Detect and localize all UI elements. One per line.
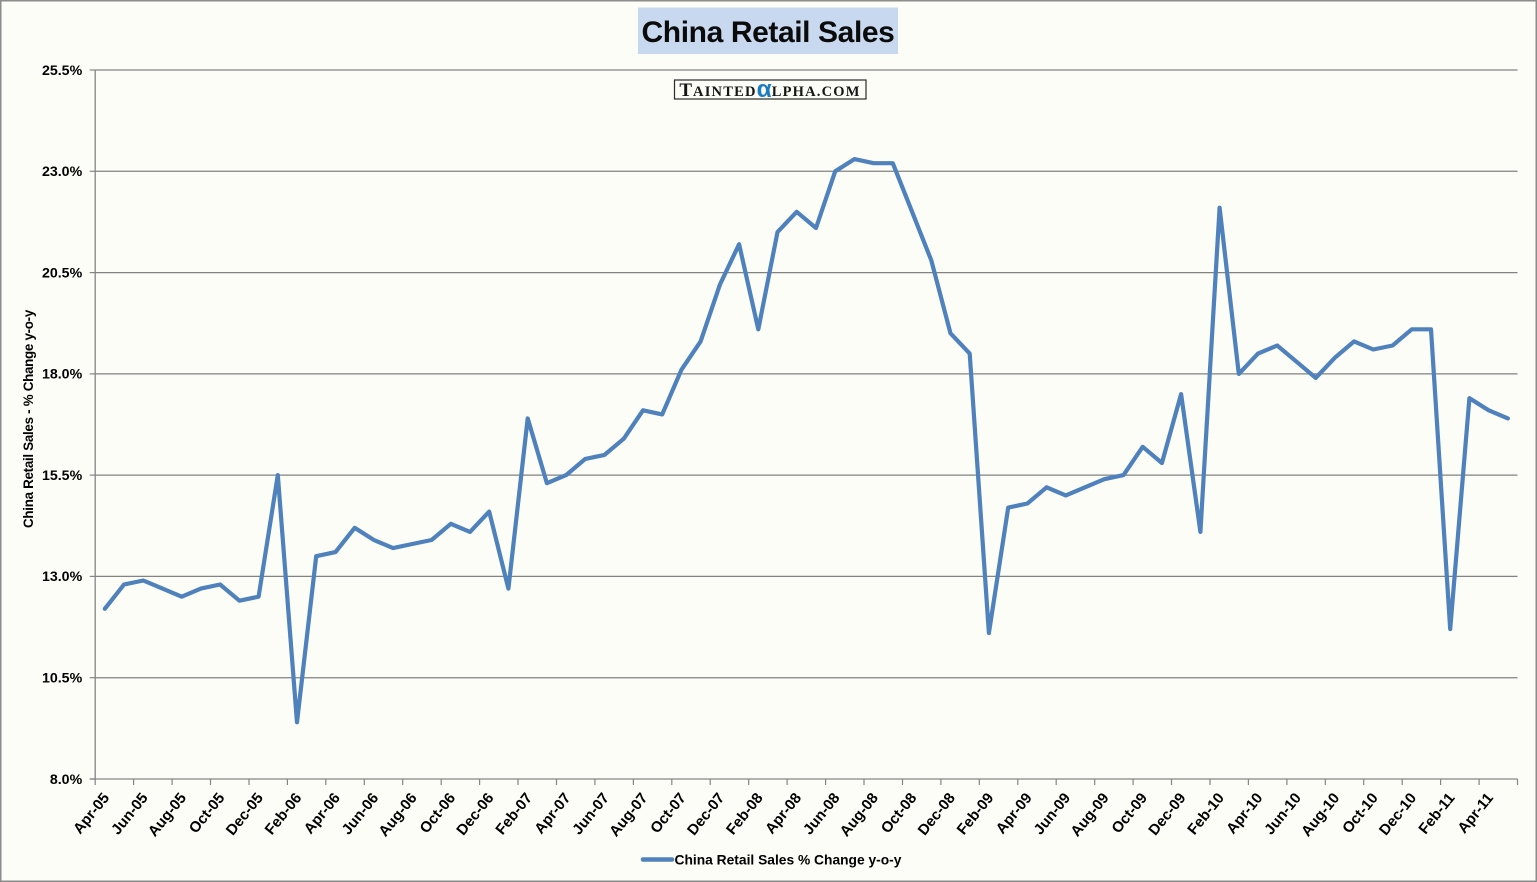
svg-text:20.5%: 20.5% <box>42 265 83 281</box>
svg-text:15.5%: 15.5% <box>42 468 83 484</box>
svg-text:China Retail Sales: China Retail Sales <box>642 16 895 49</box>
svg-text:China Retail Sales - % Change: China Retail Sales - % Change y-o-y <box>21 309 36 528</box>
svg-text:25.5%: 25.5% <box>42 63 83 79</box>
svg-text:10.5%: 10.5% <box>42 671 83 687</box>
svg-text:23.0%: 23.0% <box>42 164 83 180</box>
svg-text:China Retail Sales % Change y-: China Retail Sales % Change y-o-y <box>675 853 902 868</box>
svg-text:13.0%: 13.0% <box>42 569 83 585</box>
svg-text:TAINTEDαLPHA.COM: TAINTEDαLPHA.COM <box>679 76 860 103</box>
svg-text:18.0%: 18.0% <box>42 367 83 383</box>
svg-text:8.0%: 8.0% <box>50 772 83 788</box>
